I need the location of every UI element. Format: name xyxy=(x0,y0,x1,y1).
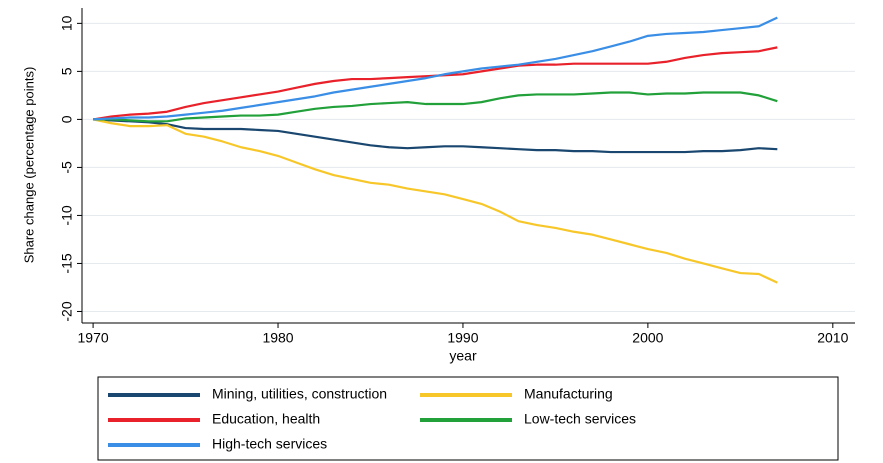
series-line xyxy=(93,16,778,121)
y-tick-label: 0 xyxy=(59,115,75,123)
y-tick-label: 5 xyxy=(59,67,75,75)
x-tick-label: 1990 xyxy=(447,330,478,346)
x-tick-label: 1980 xyxy=(262,330,293,346)
y-tick-label: -5 xyxy=(59,161,75,174)
legend-label: Mining, utilities, construction xyxy=(212,386,387,402)
x-tick-label: 2010 xyxy=(817,330,848,346)
series-line xyxy=(92,118,778,284)
legend-label: High-tech services xyxy=(212,436,327,452)
y-tick-label: -15 xyxy=(59,253,75,273)
series-line xyxy=(92,46,778,121)
x-tick-label: 1970 xyxy=(78,330,109,346)
y-tick-label: 10 xyxy=(59,15,75,31)
y-tick-label: -10 xyxy=(59,205,75,225)
legend-label: Manufacturing xyxy=(524,386,613,402)
x-axis-label: year xyxy=(449,348,477,364)
series-line xyxy=(93,118,778,154)
series-line xyxy=(93,91,778,123)
legend-box xyxy=(97,376,839,461)
x-tick-label: 2000 xyxy=(632,330,663,346)
y-axis-label: Share change (percentage points) xyxy=(21,67,36,264)
legend-label: Low-tech services xyxy=(524,411,636,427)
legend-label: Education, health xyxy=(212,411,320,427)
y-tick-label: -20 xyxy=(59,301,75,321)
